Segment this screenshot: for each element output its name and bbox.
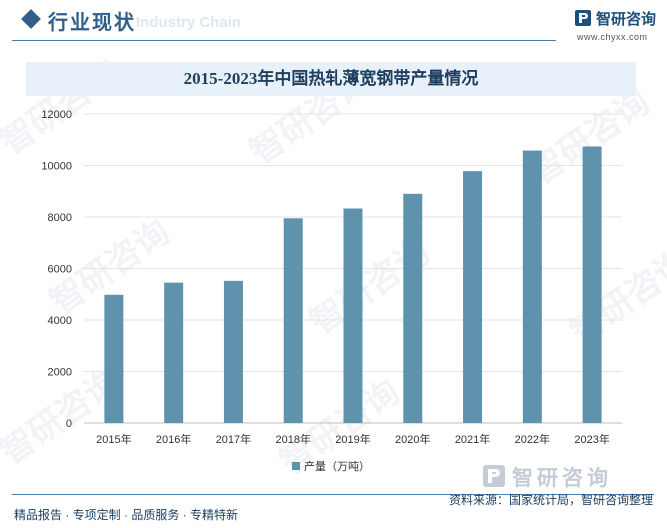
legend-label: 产量（万吨） [304,459,370,473]
y-tick-label: 12000 [41,109,72,121]
bar [582,146,602,423]
y-tick-label: 2000 [48,367,72,379]
y-tick-label: 8000 [48,212,72,224]
bar [223,280,243,423]
footer-tagline: 精品报告 · 专项定制 · 品质服务 · 专精特新 [14,508,238,522]
header-subtitle-en: Industry Chain [136,14,242,31]
x-tick-label: 2016年 [156,432,191,446]
x-tick-label: 2020年 [395,432,430,446]
bar [164,282,184,423]
y-tick-label: 4000 [48,315,72,327]
footer-brand-logo-icon [483,465,505,487]
bar-layer [104,146,602,423]
bar [463,171,483,423]
footer-divider [12,494,654,495]
x-tick-label: 2019年 [335,432,370,446]
x-tick-label: 2022年 [515,432,550,446]
bar [522,150,542,423]
data-source: 资料来源：国家统计局，智研咨询整理 [448,493,653,507]
y-tick-label: 6000 [48,264,72,276]
footer-brand: 智研咨询 [482,462,662,492]
brand-logo-icon [575,10,591,26]
x-tick-label: 2017年 [216,432,251,446]
legend-swatch [292,462,300,470]
x-tick-label: 2018年 [275,432,310,446]
bar [104,294,124,423]
bar [403,193,423,423]
x-tick-label: 2023年 [574,432,609,446]
chart-title: 2015-2023年中国热轧薄宽钢带产量情况 [183,69,479,88]
x-tick-label: 2021年 [455,432,490,446]
brand-name: 智研咨询 [596,11,657,28]
header: Industry Chain 行业现状 智研咨询 www.chyxx.com [0,0,667,44]
brand-url: www.chyxx.com [577,32,648,42]
chart-title-bar: 2015-2023年中国热轧薄宽钢带产量情况 [26,62,636,96]
header-title: 行业现状 [48,12,136,34]
footer-brand-name: 智研咨询 [512,467,612,490]
header-divider [12,40,556,41]
x-tick-label: 2015年 [96,432,131,446]
brand-logo-block: 智研咨询 www.chyxx.com [574,7,664,43]
y-tick-label: 0 [66,418,72,430]
diamond-icon [21,9,41,29]
bar [343,208,363,423]
legend: 产量（万吨） [292,459,370,473]
x-axis-ticks: 2015年 2016年 2017年 2018年 2019年 2020年 2021年 2022年… [96,432,610,446]
y-axis-ticks: 0 2000 4000 6000 8000 10000 12000 [41,109,72,430]
y-tick-label: 10000 [41,161,72,173]
bar [283,218,303,423]
